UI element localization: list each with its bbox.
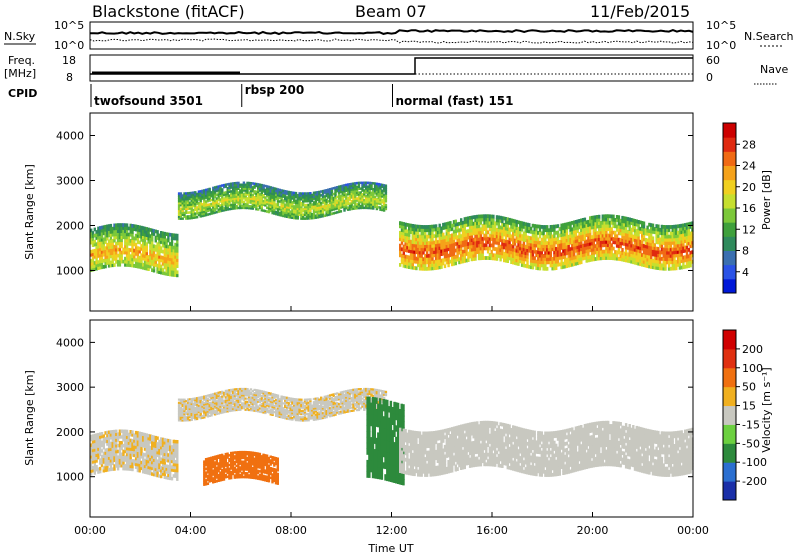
colorbar-swatch: [723, 208, 736, 223]
freq-label: Freq.: [8, 54, 35, 67]
colorbar-swatch: [723, 194, 736, 209]
date-title: 11/Feb/2015: [590, 2, 690, 21]
y-tick-label: 2000: [56, 220, 84, 233]
colorbar-tick-label: 12: [742, 223, 756, 236]
heatmap-cell: [156, 436, 158, 440]
y-tick-label: 4000: [56, 130, 84, 143]
heatmap-cell: [131, 430, 133, 434]
colorbar-tick-label: 4: [742, 266, 749, 279]
heatmap-cell: [156, 230, 158, 234]
heatmap-cell: [444, 264, 446, 268]
colorbar-swatch: [723, 151, 736, 166]
heatmap-cell: [126, 223, 128, 227]
noise-left-tick-top: 10^5: [54, 19, 84, 32]
heatmap-cell: [612, 247, 614, 251]
power-colorbar: 4 8 12 16 20 24 28: [723, 123, 756, 294]
velocity-heatmap-cells: [90, 388, 694, 486]
freq-tick-top: 18: [62, 54, 76, 67]
heatmap-cell: [546, 267, 548, 271]
heatmap-cell: [176, 270, 178, 274]
colorbar-tick-label: 8: [742, 245, 749, 258]
cpid-mode-label: twofsound 3501: [94, 94, 203, 108]
colorbar-swatch: [723, 166, 736, 181]
heatmap-cell: [652, 224, 654, 228]
power-heatmap-cells: [90, 182, 694, 278]
colorbar-swatch: [723, 137, 736, 152]
nave-tick-top: 60: [706, 54, 720, 67]
noise-right-label: N.Search: [744, 30, 794, 43]
heatmap-cell: [657, 225, 659, 229]
heatmap-cell: [385, 204, 387, 207]
noise-left-tick-bottom: 10^0: [54, 39, 84, 52]
colorbar-swatch: [723, 123, 736, 138]
heatmap-cell: [474, 257, 476, 261]
heatmap-cell: [176, 440, 178, 444]
colorbar-tick-label: 28: [742, 138, 756, 151]
power-y-axis-label: Slant Range [km]: [23, 164, 36, 260]
heatmap-cell: [643, 222, 645, 226]
heatmap-cell: [528, 223, 530, 227]
heatmap-cell: [664, 267, 666, 271]
heatmap-cell: [618, 215, 620, 219]
noise-right-tick-top: 10^5: [706, 19, 736, 32]
freq-panel-frame: [90, 55, 693, 81]
noise-panel-frame: [90, 22, 693, 49]
heatmap-cell: [126, 430, 128, 434]
noise-left-label: N.Sky: [4, 30, 36, 43]
nave-tick-bottom: 0: [706, 71, 713, 84]
station-title: Blackstone (fitACF): [92, 2, 245, 21]
freq-tick-bottom: 8: [66, 71, 73, 84]
heatmap-cell: [612, 215, 614, 219]
y-tick-label: 3000: [56, 175, 84, 188]
heatmap-cell: [492, 215, 494, 219]
noise-right-tick-bottom: 10^0: [706, 39, 736, 52]
colorbar-swatch: [723, 180, 736, 195]
colorbar-tick-label: 16: [742, 202, 756, 215]
cpid-mode-label: normal (fast) 151: [396, 94, 514, 108]
noise-sky-line: [90, 30, 693, 34]
colorbar-swatch: [723, 236, 736, 251]
beam-title: Beam 07: [355, 2, 427, 21]
noise-search-line: [90, 39, 693, 43]
power-colorbar-label: Power [dB]: [760, 170, 773, 230]
freq-unit-label: [MHz]: [4, 67, 36, 80]
cpid-label: CPID: [8, 87, 37, 100]
cpid-mode-list: twofsound 3501 rbsp 200 normal (fast) 151: [91, 83, 514, 108]
heatmap-cell: [621, 248, 623, 252]
colorbar-tick-label: 20: [742, 181, 756, 194]
heatmap-cell: [113, 263, 115, 267]
heatmap-cell: [385, 185, 387, 188]
heatmap-cell: [221, 188, 223, 191]
colorbar-swatch: [723, 222, 736, 237]
heatmap-cell: [99, 467, 101, 471]
colorbar-tick-label: 24: [742, 160, 756, 173]
heatmap-cell: [598, 215, 600, 219]
nave-label: Nave: [760, 63, 788, 76]
heatmap-cell: [209, 188, 211, 191]
colorbar-swatch: [723, 251, 736, 266]
colorbar-swatch: [723, 265, 736, 280]
heatmap-cell: [526, 261, 528, 265]
cpid-mode-label: rbsp 200: [245, 83, 304, 97]
heatmap-cell: [196, 216, 198, 219]
heatmap-cell: [652, 236, 654, 240]
heatmap-cell: [169, 439, 171, 443]
heatmap-cell: [340, 210, 342, 213]
y-tick-label: 1000: [56, 265, 84, 278]
heatmap-cell: [176, 234, 178, 238]
heatmap-cell: [637, 236, 639, 240]
colorbar-swatch: [723, 279, 736, 294]
